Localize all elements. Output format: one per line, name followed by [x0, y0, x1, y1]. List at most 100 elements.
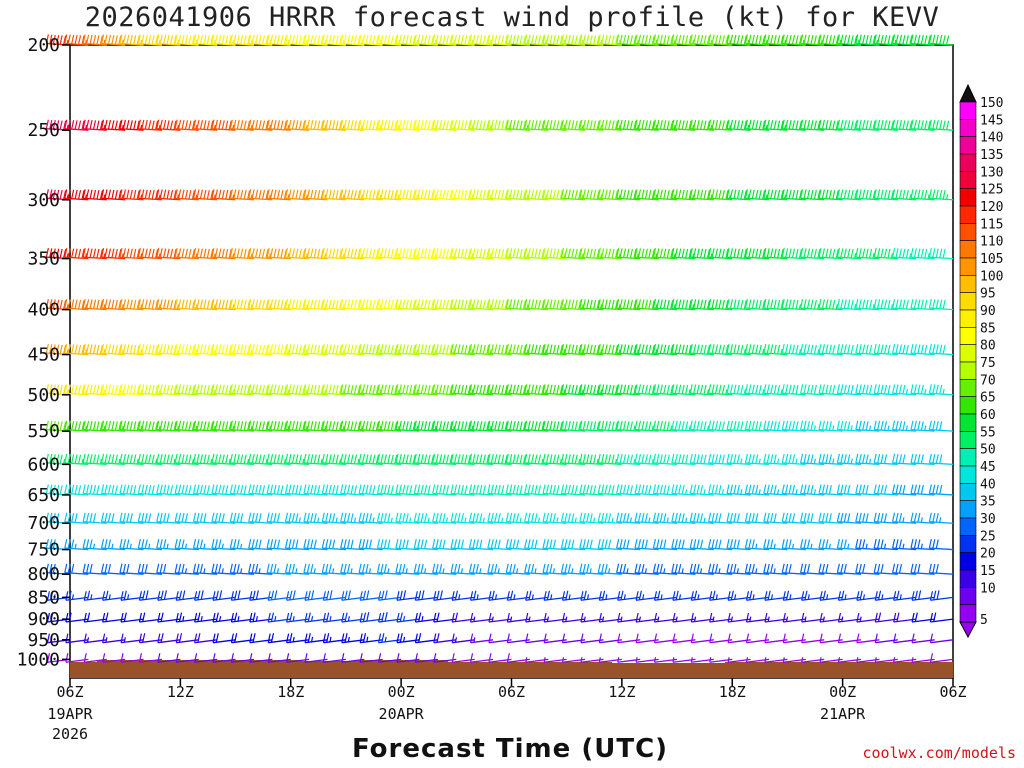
barb-feather — [708, 299, 712, 309]
barb-feather — [593, 385, 597, 395]
barb-feather — [350, 421, 354, 431]
barb-feather — [417, 299, 421, 309]
barb-feather — [578, 120, 582, 130]
barb-feather — [405, 344, 409, 354]
barb-feather — [288, 34, 292, 44]
barb-feather — [780, 249, 784, 259]
barb-feather — [821, 189, 826, 199]
barb-feather — [358, 343, 362, 354]
barb-feather — [174, 538, 178, 549]
barb-feather — [689, 420, 693, 430]
wind-barb — [579, 563, 604, 575]
barb-feather — [522, 385, 527, 395]
wind-barb — [671, 34, 696, 46]
wind-barb — [100, 119, 126, 131]
barb-feather — [862, 539, 866, 549]
barb-feather — [313, 484, 317, 495]
barb-feather — [302, 421, 306, 431]
barb-feather — [596, 190, 600, 200]
barb-feather — [203, 120, 207, 130]
barb-feather — [703, 344, 707, 355]
wind-barb — [358, 384, 383, 396]
barb-feather — [490, 420, 494, 431]
barb-feather — [560, 384, 565, 394]
wind-barb — [616, 512, 641, 524]
barb-half-feather — [148, 543, 151, 549]
wind-barb — [211, 299, 236, 311]
barb-feather — [840, 512, 844, 523]
wind-barb — [781, 119, 806, 131]
barb-feather — [156, 512, 160, 522]
barb-feather — [233, 34, 237, 44]
barb-feather — [243, 421, 247, 431]
barb-feather — [273, 189, 277, 199]
barb-feather — [902, 454, 906, 464]
barb-feather — [405, 421, 409, 431]
barb-half-feather — [762, 389, 765, 395]
barb-feather — [372, 248, 376, 259]
barb-feather — [494, 484, 498, 495]
wind-barb — [174, 384, 199, 396]
barb-feather — [365, 564, 369, 574]
barb-feather — [622, 513, 627, 523]
barb-feather — [151, 120, 155, 130]
wind-barb — [100, 189, 126, 201]
barb-feather — [693, 119, 697, 130]
barb-feather — [862, 189, 866, 199]
barb-feather — [880, 454, 884, 464]
barb-feather — [64, 538, 68, 549]
barb-feather — [614, 345, 619, 355]
barb-feather — [192, 453, 197, 464]
barb-feather — [402, 248, 406, 258]
wind-barb — [542, 34, 567, 46]
wind-barb — [524, 420, 549, 432]
barb-feather — [688, 120, 692, 130]
barb-feather — [909, 35, 913, 45]
barb-feather — [671, 538, 675, 549]
wind-barb — [800, 34, 825, 46]
barb-feather — [450, 453, 454, 464]
barb-feather — [729, 34, 734, 44]
wind-barb — [671, 384, 696, 396]
barb-feather — [86, 512, 90, 523]
barb-feather — [229, 484, 233, 494]
barb-feather — [49, 384, 53, 394]
wind-barb — [800, 420, 825, 432]
barb-feather — [895, 539, 899, 549]
barb-feather — [678, 484, 682, 495]
barb-feather — [211, 248, 215, 258]
wind-barb — [266, 189, 291, 201]
barb-feather — [777, 385, 781, 395]
barb-feather — [273, 34, 277, 45]
barb-feather — [361, 189, 366, 199]
barb-feather — [49, 454, 53, 464]
wind-barb — [156, 484, 181, 496]
barb-feather — [310, 513, 314, 523]
barb-feather — [574, 421, 578, 431]
barb-feather — [659, 513, 663, 523]
barb-feather — [560, 343, 565, 354]
barb-feather — [368, 539, 373, 549]
barb-feather — [928, 248, 932, 258]
barb-feather — [501, 190, 505, 200]
barb-feather — [122, 512, 126, 523]
barb-feather — [148, 421, 152, 431]
wind-barb — [855, 384, 880, 396]
barb-feather — [781, 453, 785, 464]
barb-feather — [409, 35, 413, 45]
barb-feather — [633, 385, 637, 395]
barb-feather — [375, 421, 379, 431]
barb-feather — [516, 299, 520, 309]
barb-feather — [545, 248, 550, 258]
barb-feather — [479, 189, 483, 200]
barb-feather — [114, 385, 118, 395]
barb-feather — [445, 299, 450, 310]
barb-feather — [107, 120, 112, 130]
barb-feather — [818, 299, 822, 309]
barb-feather — [504, 35, 508, 45]
barb-feather — [751, 299, 755, 309]
wind-barb — [505, 453, 530, 466]
barb-feather — [512, 564, 516, 574]
barb-feather — [873, 453, 877, 464]
wind-barb — [726, 453, 751, 466]
